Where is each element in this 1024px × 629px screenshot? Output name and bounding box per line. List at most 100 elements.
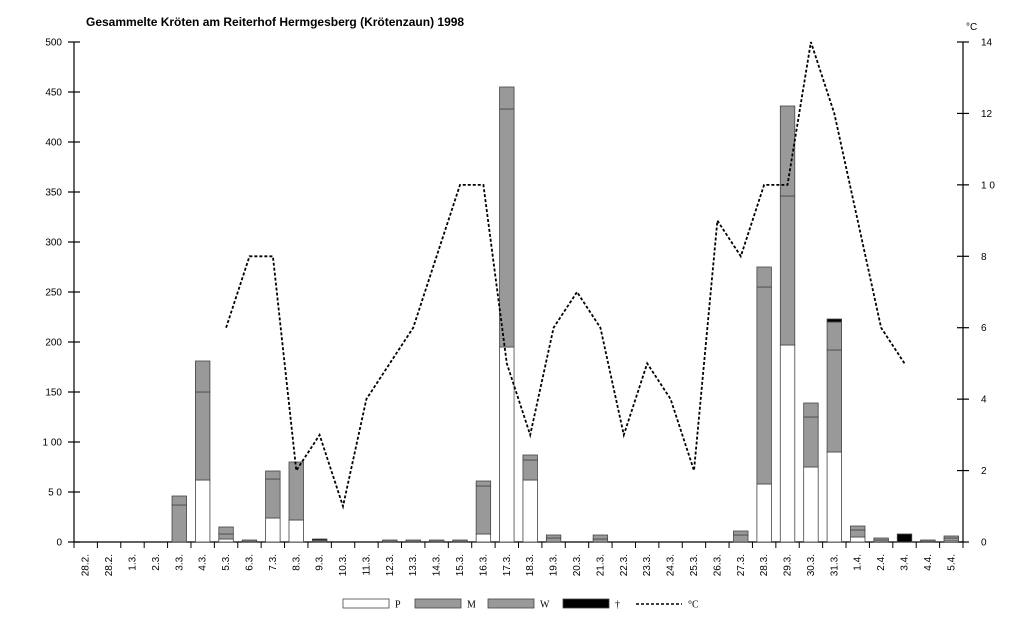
bar-segment-p: [850, 536, 866, 543]
right-tick-label: 8: [981, 252, 987, 263]
bar-segment-m: [171, 504, 187, 543]
right-tick-label: 12: [981, 109, 993, 120]
bar-segment-w: [873, 537, 889, 541]
bar-segment-p: [826, 451, 842, 543]
bar-segment-m: [943, 537, 959, 542]
bar-segment-p: [803, 466, 819, 543]
x-tick-label: 10.3.: [338, 554, 349, 576]
bar-segment-p: [779, 344, 796, 543]
bar-segment-w: [475, 480, 492, 487]
bar-segment-w: [803, 402, 819, 418]
left-tick-label: 0: [56, 538, 62, 549]
bar-segment-w: [428, 539, 445, 542]
x-tick-label: 16.3.: [478, 554, 489, 576]
x-tick-label: 23.3.: [642, 554, 653, 576]
x-tick-label: 3.3.: [174, 554, 185, 571]
x-tick-label: 15.3.: [455, 554, 466, 576]
x-tick-label: 28.2.: [104, 554, 115, 576]
x-tick-label: 26.3.: [712, 554, 723, 576]
x-tick-label: 17.3.: [502, 554, 513, 576]
right-tick-label: 6: [981, 323, 987, 334]
left-tick-label: 150: [45, 388, 62, 399]
x-tick-label: 9.3.: [315, 554, 326, 571]
right-tick-label: 2: [981, 466, 987, 477]
bar-segment-w: [452, 539, 468, 542]
chart-title: Gesammelte Kröten am Reiterhof Hermgesbe…: [86, 15, 464, 29]
bar-segment-m: [265, 478, 281, 519]
bar-segment-m: [499, 108, 515, 348]
x-tick-label: 30.3.: [806, 554, 817, 576]
x-tick-label: 4.4.: [923, 554, 934, 571]
left-tick-label: 500: [45, 38, 62, 49]
bar-segment-w: [826, 321, 842, 351]
bar-segment-w: [265, 470, 281, 480]
bar-segment-m: [733, 534, 749, 543]
bar-segment-m: [475, 485, 492, 535]
right-tick-label: 14: [981, 38, 993, 49]
bar-segment-m: [826, 349, 842, 453]
bar-segment-w: [756, 266, 772, 288]
right-tick-label: 1 0: [981, 180, 995, 191]
x-tick-label: 18.3.: [525, 554, 536, 576]
bar-segment-w: [195, 360, 211, 393]
bar-segment-m: [195, 391, 211, 481]
bar-segment-dead: [896, 533, 913, 543]
x-tick-label: 31.3.: [829, 554, 840, 576]
left-tick-label: 350: [45, 188, 62, 199]
bar-segment-dead: [311, 538, 328, 541]
bar-segment-p: [756, 483, 772, 543]
bar-segment-w: [382, 539, 398, 542]
x-tick-label: 24.3.: [666, 554, 677, 576]
temperature-line-layer: [225, 41, 906, 510]
left-tick-label: 1 00: [43, 438, 63, 449]
bar-segment-p: [522, 479, 538, 543]
bar-segment-p: [288, 519, 304, 543]
bar-segment-w: [545, 534, 562, 539]
right-tick-label: 4: [981, 395, 987, 406]
right-tick-label: 0: [981, 538, 987, 549]
bar-segment-w: [405, 539, 421, 542]
right-axis-unit: °C: [966, 22, 977, 33]
temperature-line: [225, 41, 906, 510]
bar-segment-w: [943, 535, 959, 539]
legend-label: P: [395, 600, 401, 611]
bar-segment-w: [499, 86, 515, 110]
x-tick-label: 20.3.: [572, 554, 583, 576]
x-tick-label: 28.3.: [759, 554, 770, 576]
legend-swatch-dead: [562, 598, 610, 609]
x-tick-label: 8.3.: [291, 554, 302, 571]
x-tick-label: 12.3.: [385, 554, 396, 576]
legend-label: W: [540, 600, 550, 611]
bar-segment-w: [592, 534, 609, 540]
left-tick-label: 5 0: [48, 488, 62, 499]
bar-segment-m: [522, 459, 538, 481]
x-tick-label: 1.3.: [127, 554, 138, 571]
bar-segment-m: [850, 529, 866, 538]
left-tick-label: 300: [45, 238, 62, 249]
x-tick-label: 29.3.: [783, 554, 794, 576]
bar-segment-w: [241, 539, 258, 542]
x-tick-label: 14.3.: [432, 554, 443, 576]
legend-label: †: [615, 600, 620, 611]
bar-segment-dead: [826, 318, 842, 323]
x-tick-label: 3.4.: [900, 554, 911, 571]
x-tick-label: 7.3.: [268, 554, 279, 571]
x-tick-label: 1.4.: [853, 554, 864, 571]
x-tick-label: 11.3.: [361, 554, 372, 576]
bar-segment-w: [288, 461, 304, 521]
x-tick-label: 28.2.: [81, 554, 92, 576]
legend-swatch-p: [342, 598, 390, 609]
bar-segment-p: [475, 533, 492, 543]
x-tick-label: 25.3.: [689, 554, 700, 576]
left-tick-label: 200: [45, 338, 62, 349]
bar-segment-m: [756, 286, 772, 485]
bars-layer: [171, 86, 959, 543]
bar-segment-p: [499, 346, 515, 543]
x-tick-label: 21.3.: [595, 554, 606, 576]
x-tick-label: 5.4.: [946, 554, 957, 571]
bar-segment-m: [545, 537, 562, 543]
x-tick-label: 19.3.: [549, 554, 560, 576]
bar-segment-w: [850, 525, 866, 531]
